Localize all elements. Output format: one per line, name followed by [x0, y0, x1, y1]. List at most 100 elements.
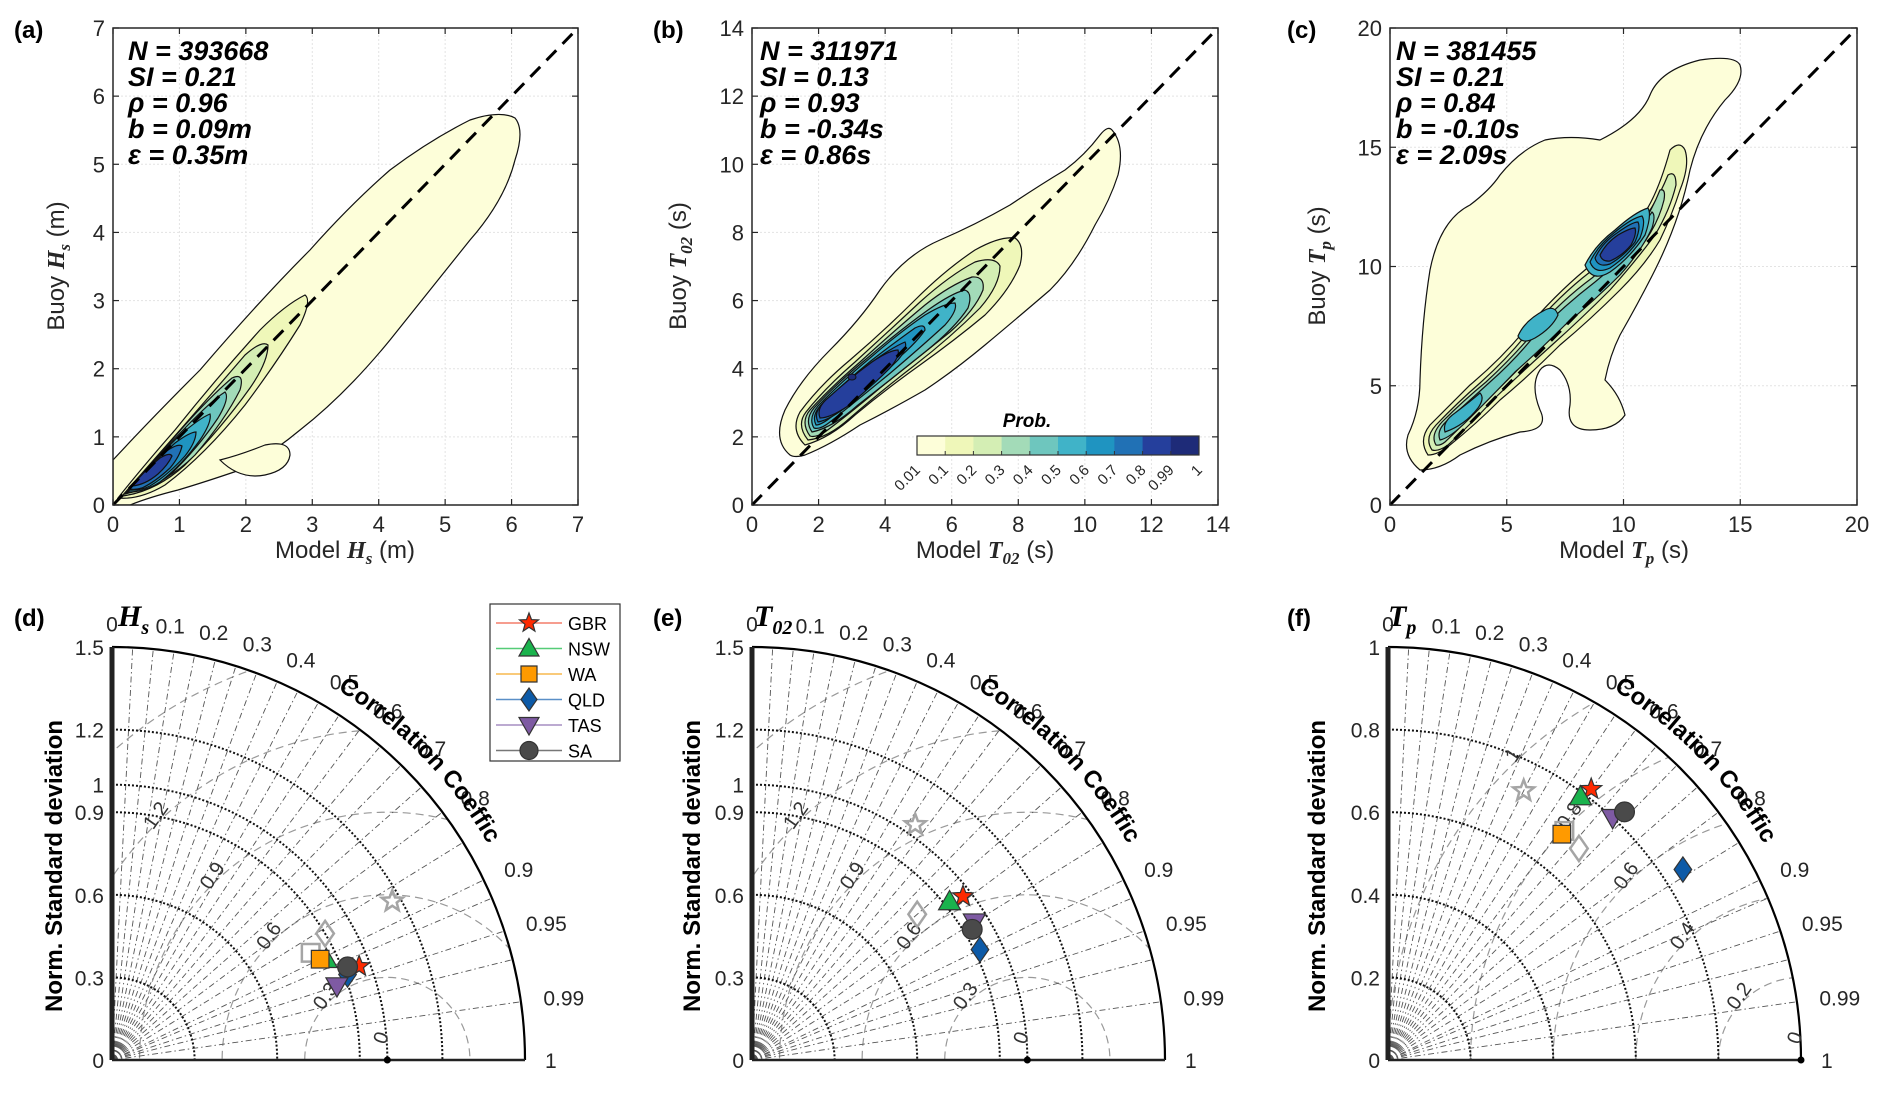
y-axis-label-b: Buoy T02 (s): [665, 202, 696, 330]
y-ticks-c: 0 5 10 15 20: [1358, 16, 1857, 518]
x-ticks-a: 0 1 2 3 4 5 6 7: [107, 28, 584, 537]
correlation-ray: [112, 647, 134, 1060]
marker-qld: [1673, 855, 1693, 884]
correlation-ray: [1388, 647, 1410, 1060]
std-tick-label: 0.2: [1351, 967, 1380, 990]
legend-label: NSW: [568, 640, 610, 660]
hollow-marker-diamond: [314, 918, 336, 949]
marker-qld: [970, 935, 990, 964]
std-arc: [112, 783, 389, 1060]
std-tick-label: 0: [732, 1050, 744, 1073]
correlation-ray: [752, 660, 856, 1060]
contour-level-9-b: [818, 349, 899, 419]
x-tick-label: 4: [879, 512, 891, 537]
legend-box: [489, 603, 621, 762]
std-arc: [112, 893, 279, 1060]
correlation-tick-label: 0.3: [883, 633, 912, 656]
x-end-label: 1: [545, 1050, 557, 1073]
correlation-ray: [1388, 811, 1719, 1060]
marker-tas: [324, 977, 349, 999]
y-tick-label: 5: [93, 152, 105, 177]
rms-label: 1: [1501, 745, 1525, 767]
contour-level-6-c: [1443, 392, 1483, 433]
stat-bias-a: b = 0.09m: [128, 114, 252, 144]
correlation-tick-label: 0.1: [156, 615, 185, 638]
x-tick-label: 5: [1501, 512, 1513, 537]
std-tick-label: 1.2: [715, 720, 744, 743]
correlation-tick-label: 0.9: [1144, 859, 1173, 882]
y-tick-label: 6: [732, 289, 744, 314]
density-contours-c: [1405, 57, 1742, 471]
marker-wa: [310, 949, 330, 969]
hollow-marker-diamond: [906, 899, 928, 930]
correlation-ray: [112, 660, 216, 1060]
y-tick-label: 1: [93, 425, 105, 450]
reference-point: [1797, 1056, 1805, 1064]
marker-wa: [1552, 824, 1572, 844]
x-end-label: 1: [1821, 1050, 1833, 1073]
panel-a: (a) 0 1 2 3 4 5 6 7 0 1 2 3 4 5 6 7 N = 393668 SI = 0.…: [14, 16, 584, 568]
x-tick-label: 6: [946, 512, 958, 537]
panel-label-e: (e): [653, 605, 682, 632]
legend-label: TAS: [568, 716, 602, 736]
x-tick-label: 0: [746, 512, 758, 537]
correlation-ray: [752, 930, 1145, 1060]
y-tick-label: 14: [720, 16, 744, 41]
panel-b: (b) 0 2 4 6 8 10 12 14 0 2 4 6 8 10 12 14 N = 311971 S…: [653, 16, 1230, 568]
outer-arc: [751, 645, 1167, 1061]
x-tick-label: 12: [1139, 512, 1163, 537]
rms-label: 0: [1783, 1029, 1807, 1047]
std-tick-label: 1.2: [75, 720, 104, 743]
stat-n-b: N = 311971: [760, 36, 898, 66]
y-ticks-a: 0 1 2 3 4 5 6 7: [93, 16, 578, 518]
correlation-ray: [1388, 764, 1678, 1060]
x-tick-label: 10: [1611, 512, 1635, 537]
correlation-ray: [112, 690, 299, 1060]
rms-label: 0.4: [1666, 918, 1700, 953]
std-tick-label: 0.3: [75, 967, 104, 990]
reference-point: [383, 1056, 391, 1064]
correlation-tick-label: 0.6: [1013, 700, 1042, 723]
std-arc: [112, 811, 361, 1060]
x-tick-label: 1: [173, 512, 185, 537]
std-arc: [752, 728, 1084, 1060]
y-axis-label-c: Buoy Tp (s): [1304, 206, 1335, 325]
x-tick-label: 10: [1073, 512, 1097, 537]
rms-label: 0.6: [1609, 858, 1643, 893]
correlation-tick-label: 0.8: [1737, 788, 1766, 811]
legend-label: GBR: [568, 614, 607, 634]
correlation-ray: [112, 842, 464, 1060]
taylor-ylabel-f: Norm. Standard deviation: [1304, 720, 1331, 1012]
correlation-ray: [112, 811, 443, 1060]
std-arc: [752, 783, 1029, 1060]
legend-label: SA: [568, 742, 592, 762]
correlation-ray: [1388, 672, 1533, 1060]
colorbar-cell: [1170, 436, 1200, 455]
one-to-one-line-a: [111, 26, 580, 507]
std-tick-label: 1.5: [715, 637, 744, 660]
std-tick-label: 0: [1368, 1050, 1380, 1073]
correlation-ray: [752, 681, 918, 1060]
legend-marker-tas: [517, 716, 541, 737]
correlation-ray: [112, 1001, 521, 1060]
correlation-ray: [752, 764, 1042, 1060]
stat-si-c: SI = 0.21: [1396, 62, 1505, 92]
correlation-ray: [112, 665, 237, 1060]
correlation-ray: [1388, 681, 1554, 1060]
stat-eps-b: ε = 0.86s: [760, 140, 871, 170]
correlation-tick-label: 0.2: [199, 622, 228, 645]
marker-sa: [1614, 801, 1636, 823]
correlation-tick-label: 0: [1382, 613, 1394, 636]
correlation-ray: [1388, 660, 1492, 1060]
y-tick-label: 7: [93, 16, 105, 41]
marker-sa: [337, 956, 359, 978]
colorbar-cell: [1114, 436, 1144, 455]
rms-label: 1.2: [779, 798, 813, 833]
taylor-title-f: Tp: [1388, 600, 1416, 639]
x-tick-label: 0: [1384, 512, 1396, 537]
density-contours-b: [779, 127, 1122, 458]
correlation-ray: [752, 702, 959, 1060]
taylor-title-e: T02: [754, 600, 792, 639]
plot-frame-b: [751, 27, 1219, 506]
